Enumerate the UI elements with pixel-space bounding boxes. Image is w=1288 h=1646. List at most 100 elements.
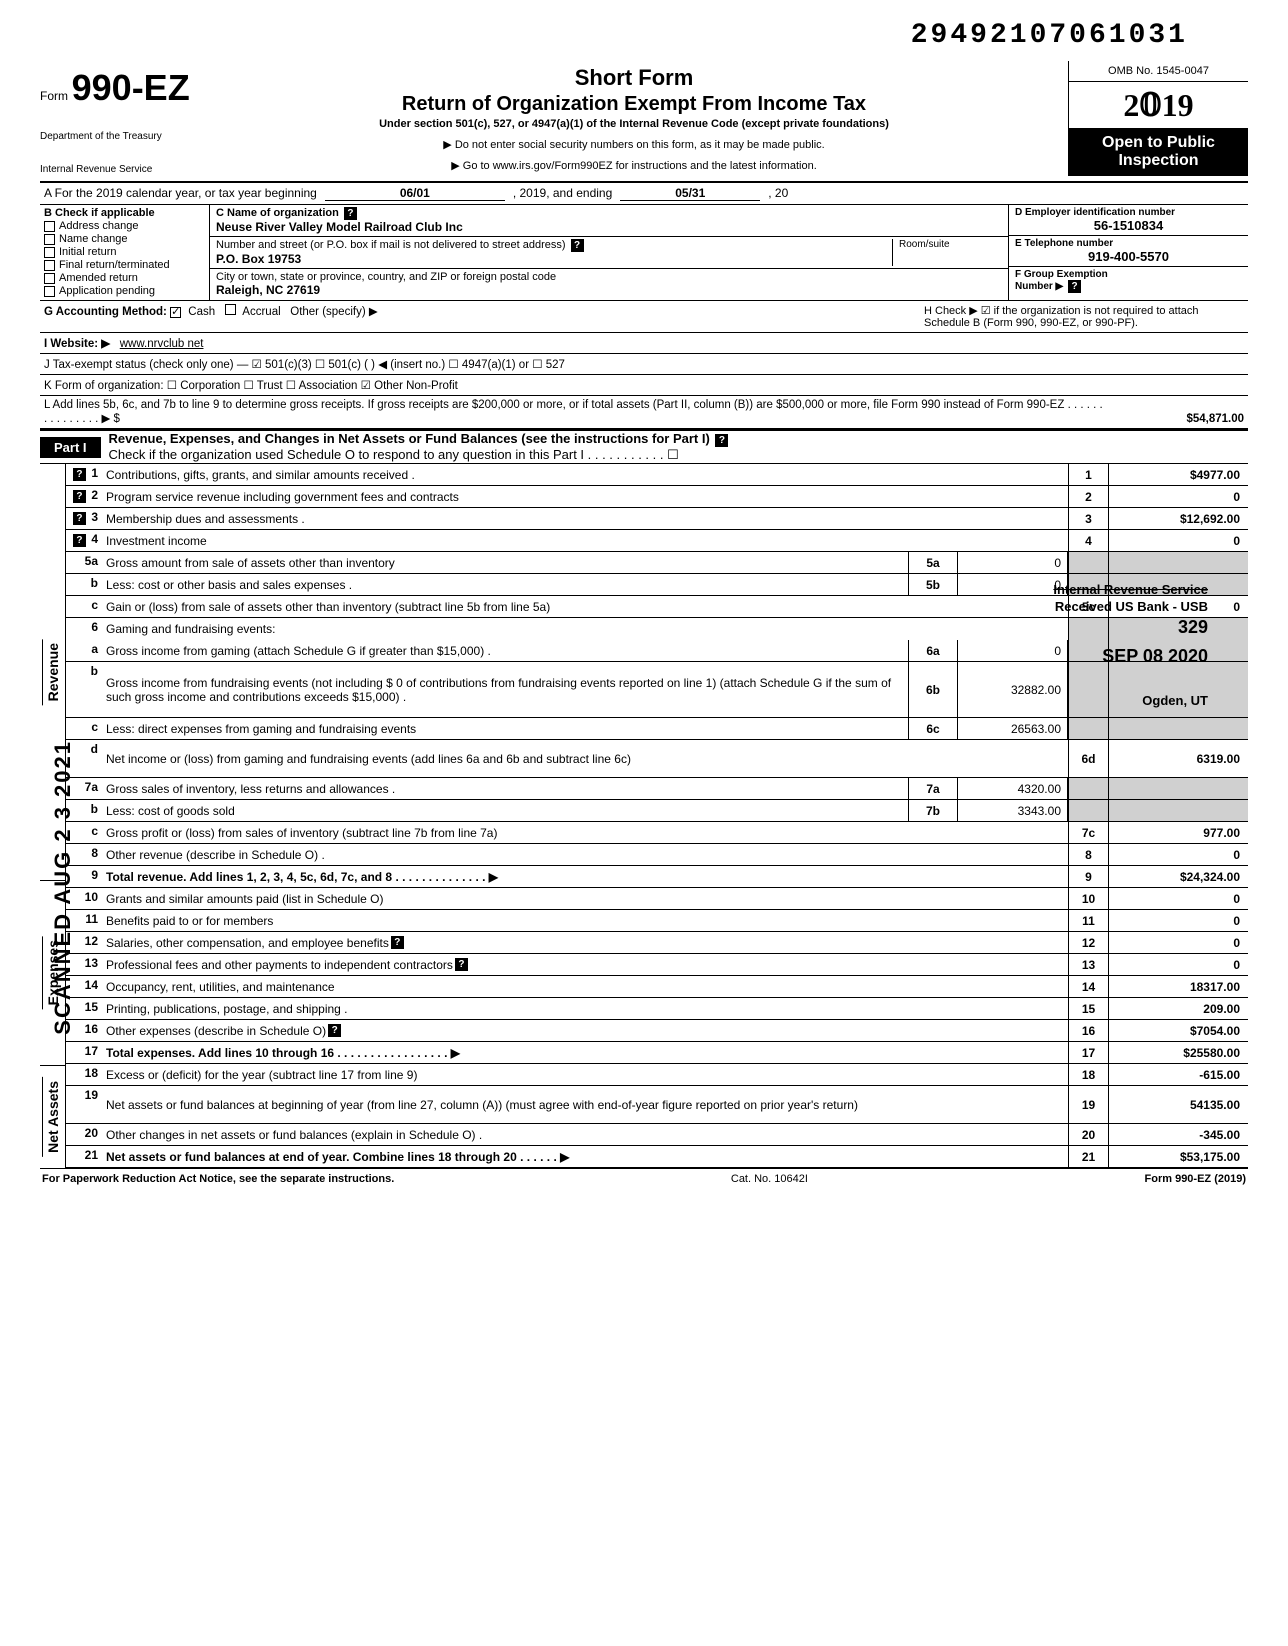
line-17-amt: $25580.00 [1108, 1042, 1248, 1063]
dept-irs: Internal Revenue Service [40, 164, 200, 175]
line-7b: Less: cost of goods sold [102, 800, 908, 821]
row-j-tax-status: J Tax-exempt status (check only one) — ☑… [44, 357, 1244, 371]
help-icon[interactable]: ? [1068, 280, 1081, 293]
line-15: Printing, publications, postage, and shi… [102, 998, 1068, 1019]
phone-label: E Telephone number [1015, 238, 1242, 249]
inspection: Inspection [1071, 152, 1246, 170]
line-5b-val: 0 [958, 574, 1068, 595]
line-4-amt: 0 [1108, 530, 1248, 551]
group-exempt-label: F Group Exemption [1015, 269, 1108, 280]
line-7c-amt: 977.00 [1108, 822, 1248, 843]
line-10: Grants and similar amounts paid (list in… [102, 888, 1068, 909]
line-6: Gaming and fundraising events: [102, 618, 1068, 640]
doc-id: 29492107061031 [40, 20, 1248, 51]
form-number: 990-EZ [72, 67, 190, 108]
row-l-gross-receipts: L Add lines 5b, 6c, and 7b to line 9 to … [44, 399, 1104, 425]
line-5a: Gross amount from sale of assets other t… [102, 552, 908, 573]
help-icon[interactable]: ? [344, 207, 357, 220]
org-name: Neuse River Valley Model Railroad Club I… [216, 220, 463, 234]
line-13: Professional fees and other payments to … [102, 954, 1068, 975]
irs-stamp-3: 329 [1053, 616, 1208, 639]
website-label: I Website: ▶ [44, 338, 110, 350]
part-1-check: Check if the organization used Schedule … [109, 447, 679, 462]
row-a-tax-year: A For the 2019 calendar year, or tax yea… [40, 183, 1248, 205]
row-l-amount: $54,871.00 [1104, 413, 1244, 425]
line-16: Other expenses (describe in Schedule O) … [102, 1020, 1068, 1041]
chk-name-change[interactable] [44, 234, 55, 245]
line-19-amt: 54135.00 [1108, 1086, 1248, 1123]
footer-mid: Cat. No. 10642I [731, 1173, 808, 1185]
footer-right: Form 990-EZ (2019) [1145, 1173, 1246, 1185]
line-3: Membership dues and assessments . [102, 508, 1068, 529]
addr-label: Number and street (or P.O. box if mail i… [216, 239, 566, 251]
chk-accrual[interactable] [225, 304, 236, 315]
line-14-amt: 18317.00 [1108, 976, 1248, 997]
help-icon[interactable]: ? [571, 239, 584, 252]
form-header: Form 990-EZ Department of the Treasury I… [40, 61, 1248, 183]
line-17: Total expenses. Add lines 10 through 16 … [102, 1042, 1068, 1063]
line-5c: Gain or (loss) from sale of assets other… [102, 596, 1068, 617]
line-6b: Gross income from fundraising events (no… [102, 662, 908, 717]
line-8-amt: 0 [1108, 844, 1248, 865]
footer-left: For Paperwork Reduction Act Notice, see … [42, 1173, 394, 1185]
line-11: Benefits paid to or for members [102, 910, 1068, 931]
ssn-warning: ▶ Do not enter social security numbers o… [208, 138, 1060, 151]
org-city: Raleigh, NC 27619 [216, 283, 320, 297]
line-10-amt: 0 [1108, 888, 1248, 909]
line-19: Net assets or fund balances at beginning… [102, 1086, 1068, 1123]
line-18-amt: -615.00 [1108, 1064, 1248, 1085]
open-public: Open to Public [1071, 134, 1246, 152]
expenses-label: Expenses [42, 936, 63, 1009]
line-3-amt: $12,692.00 [1108, 508, 1248, 529]
form-label: Form [40, 89, 68, 103]
line-21-amt: $53,175.00 [1108, 1146, 1248, 1167]
row-k-org-form: K Form of organization: ☐ Corporation ☐ … [44, 378, 1244, 392]
chk-final-return[interactable] [44, 260, 55, 271]
irs-stamp-1: Internal Revenue Service [1053, 582, 1208, 599]
line-6a-val: 0 [958, 640, 1068, 661]
website-value: www.nrvclub net [120, 338, 204, 350]
line-6d: Net income or (loss) from gaming and fun… [102, 740, 1068, 777]
line-20: Other changes in net assets or fund bala… [102, 1124, 1068, 1145]
chk-address-change[interactable] [44, 221, 55, 232]
help-icon[interactable]: ? [715, 434, 728, 447]
line-7b-val: 3343.00 [958, 800, 1068, 821]
city-label: City or town, state or province, country… [216, 271, 556, 283]
part-1-title: Revenue, Expenses, and Changes in Net As… [109, 431, 710, 446]
irs-stamp-4: SEP 08 2020 [1053, 645, 1208, 668]
line-1: Contributions, gifts, grants, and simila… [102, 464, 1068, 485]
line-5a-val: 0 [958, 552, 1068, 573]
section-c-label: C Name of organization [216, 207, 339, 219]
chk-cash[interactable] [170, 307, 181, 318]
year-end: 05/31 [620, 186, 760, 201]
chk-initial-return[interactable] [44, 247, 55, 258]
org-address: P.O. Box 19753 [216, 252, 301, 266]
ein-label: D Employer identification number [1015, 207, 1242, 218]
row-h: H Check ▶ ☑ if the organization is not r… [924, 304, 1244, 329]
line-7c: Gross profit or (loss) from sales of inv… [102, 822, 1068, 843]
line-1-amt: $4977.00 [1108, 464, 1248, 485]
irs-stamp-2: Received US Bank - USB [1053, 599, 1208, 616]
room-suite: Room/suite [892, 239, 1002, 266]
line-7a-val: 4320.00 [958, 778, 1068, 799]
line-20-amt: -345.00 [1108, 1124, 1248, 1145]
dept-treasury: Department of the Treasury [40, 131, 200, 142]
line-9-amt: $24,324.00 [1108, 866, 1248, 887]
line-12: Salaries, other compensation, and employ… [102, 932, 1068, 953]
net-assets-label: Net Assets [42, 1077, 63, 1157]
chk-amended[interactable] [44, 273, 55, 284]
line-14: Occupancy, rent, utilities, and maintena… [102, 976, 1068, 997]
line-5b: Less: cost or other basis and sales expe… [102, 574, 908, 595]
line-9: Total revenue. Add lines 1, 2, 3, 4, 5c,… [102, 866, 1068, 887]
line-7a: Gross sales of inventory, less returns a… [102, 778, 908, 799]
line-13-amt: 0 [1108, 954, 1248, 975]
section-b: B Check if applicable Address change Nam… [40, 205, 210, 300]
return-title: Return of Organization Exempt From Incom… [208, 93, 1060, 116]
short-form-title: Short Form [208, 65, 1060, 91]
line-6d-amt: 6319.00 [1108, 740, 1248, 777]
tax-year: 2𝟘19 [1069, 82, 1248, 128]
line-11-amt: 0 [1108, 910, 1248, 931]
line-8: Other revenue (describe in Schedule O) . [102, 844, 1068, 865]
row-g: G Accounting Method: [44, 306, 167, 318]
chk-app-pending[interactable] [44, 286, 55, 297]
